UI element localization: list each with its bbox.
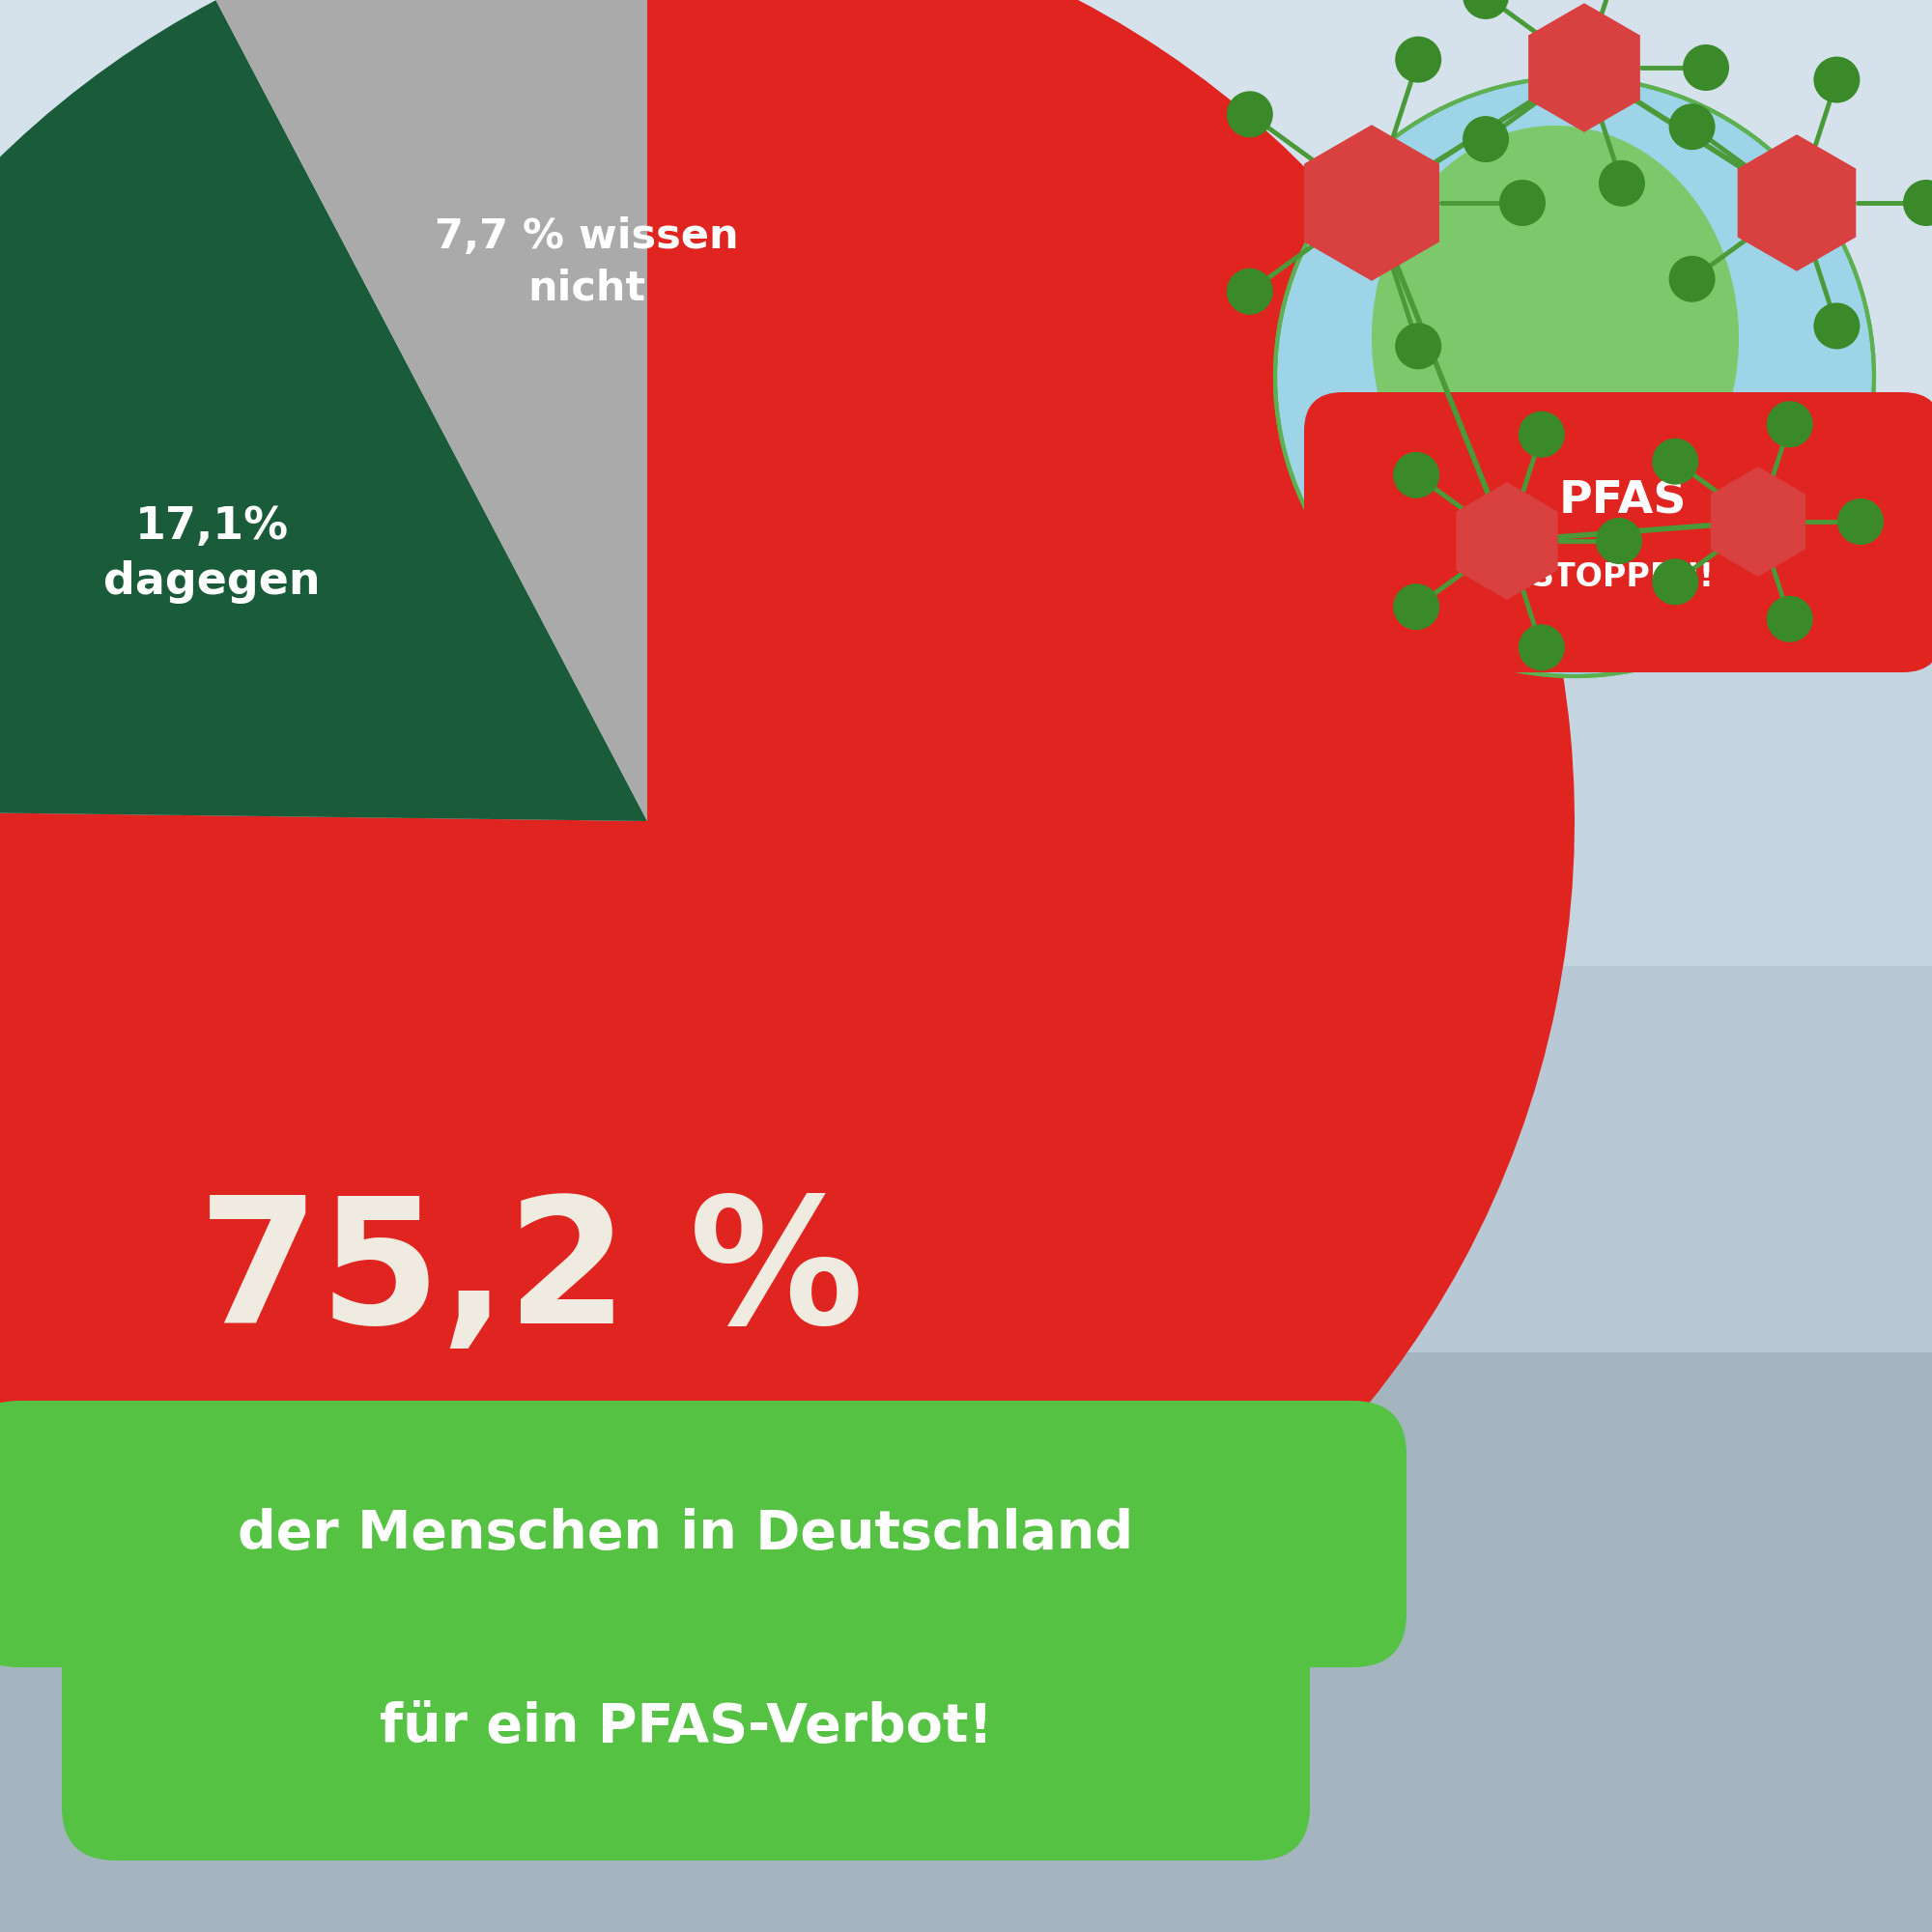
Circle shape xyxy=(1766,595,1812,641)
Circle shape xyxy=(1837,498,1884,545)
Circle shape xyxy=(1227,91,1273,137)
Circle shape xyxy=(1275,77,1874,676)
Circle shape xyxy=(1463,0,1509,19)
Circle shape xyxy=(1814,56,1861,102)
Ellipse shape xyxy=(1372,126,1739,551)
Wedge shape xyxy=(0,0,1575,1748)
Text: STOPPEN!: STOPPEN! xyxy=(1530,560,1716,593)
Circle shape xyxy=(1652,558,1698,605)
Text: 7,7 % wissen
nicht: 7,7 % wissen nicht xyxy=(435,216,738,309)
Circle shape xyxy=(1463,116,1509,162)
Circle shape xyxy=(1395,323,1441,369)
Circle shape xyxy=(1683,44,1729,91)
Bar xyxy=(0,966,1932,1352)
Text: für ein PFAS-Verbot!: für ein PFAS-Verbot! xyxy=(379,1700,993,1754)
Ellipse shape xyxy=(1584,377,1758,570)
Circle shape xyxy=(1227,269,1273,315)
Circle shape xyxy=(1669,255,1716,301)
Circle shape xyxy=(1814,303,1861,350)
Circle shape xyxy=(1903,180,1932,226)
Circle shape xyxy=(1596,518,1642,564)
Wedge shape xyxy=(216,0,647,821)
FancyBboxPatch shape xyxy=(0,1401,1406,1667)
Text: der Menschen in Deutschland: der Menschen in Deutschland xyxy=(238,1507,1134,1561)
Circle shape xyxy=(1598,160,1644,207)
Circle shape xyxy=(1766,402,1812,448)
Polygon shape xyxy=(1528,4,1640,131)
Bar xyxy=(0,1352,1932,1932)
Polygon shape xyxy=(1712,468,1804,576)
Polygon shape xyxy=(1304,126,1439,280)
Polygon shape xyxy=(1739,135,1855,270)
Text: 17,1%
dagegen: 17,1% dagegen xyxy=(104,504,321,605)
Circle shape xyxy=(1499,180,1546,226)
Circle shape xyxy=(1393,583,1439,630)
Circle shape xyxy=(1669,104,1716,151)
Bar xyxy=(0,0,1932,425)
Text: 75,2 %: 75,2 % xyxy=(199,1190,864,1360)
Circle shape xyxy=(1519,412,1565,458)
Circle shape xyxy=(1652,439,1698,485)
Polygon shape xyxy=(1457,483,1557,599)
Text: PFAS: PFAS xyxy=(1559,479,1687,524)
Wedge shape xyxy=(0,0,647,821)
Circle shape xyxy=(1519,624,1565,670)
Circle shape xyxy=(1393,452,1439,498)
FancyBboxPatch shape xyxy=(1304,392,1932,672)
Bar xyxy=(0,0,1932,966)
FancyBboxPatch shape xyxy=(62,1594,1310,1861)
Circle shape xyxy=(1395,37,1441,83)
